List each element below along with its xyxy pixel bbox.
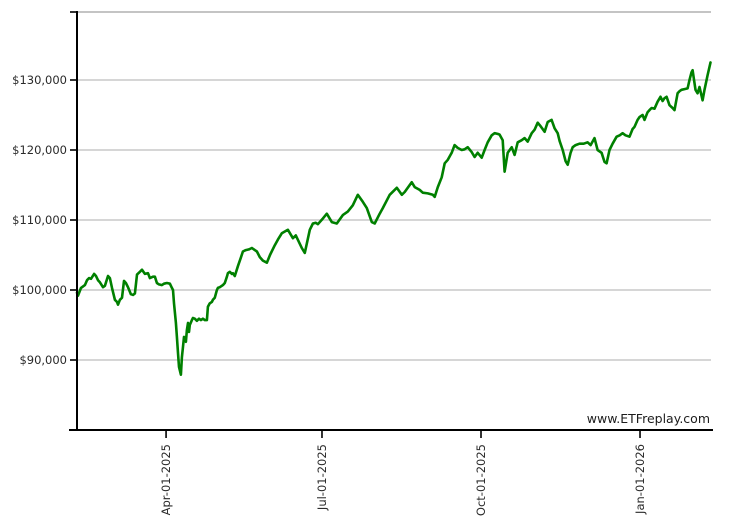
x-axis-ticks <box>165 430 641 438</box>
x-tick-label: Jul-01-2025 <box>315 444 329 511</box>
x-tick-label: Oct-01-2025 <box>474 444 488 516</box>
y-tick-label: $100,000 <box>12 283 67 297</box>
y-axis-labels: $90,000 $100,000 $110,000 $120,000 $130,000 <box>12 73 67 367</box>
y-gridlines <box>77 79 711 361</box>
y-tick-label: $120,000 <box>12 143 67 157</box>
y-tick-label: $110,000 <box>12 213 67 227</box>
watermark-text: www.ETFreplay.com <box>587 411 710 426</box>
price-line <box>75 61 712 377</box>
y-tick-label: $90,000 <box>19 353 67 367</box>
x-axis-labels: Apr-01-2025 Jul-01-2025 Oct-01-2025 Jan-01-… <box>159 444 647 516</box>
y-axis-ticks <box>70 79 77 361</box>
x-tick-label: Jan-01-2026 <box>633 444 647 515</box>
y-tick-label: $130,000 <box>12 73 67 87</box>
x-tick-label: Apr-01-2025 <box>159 444 173 515</box>
